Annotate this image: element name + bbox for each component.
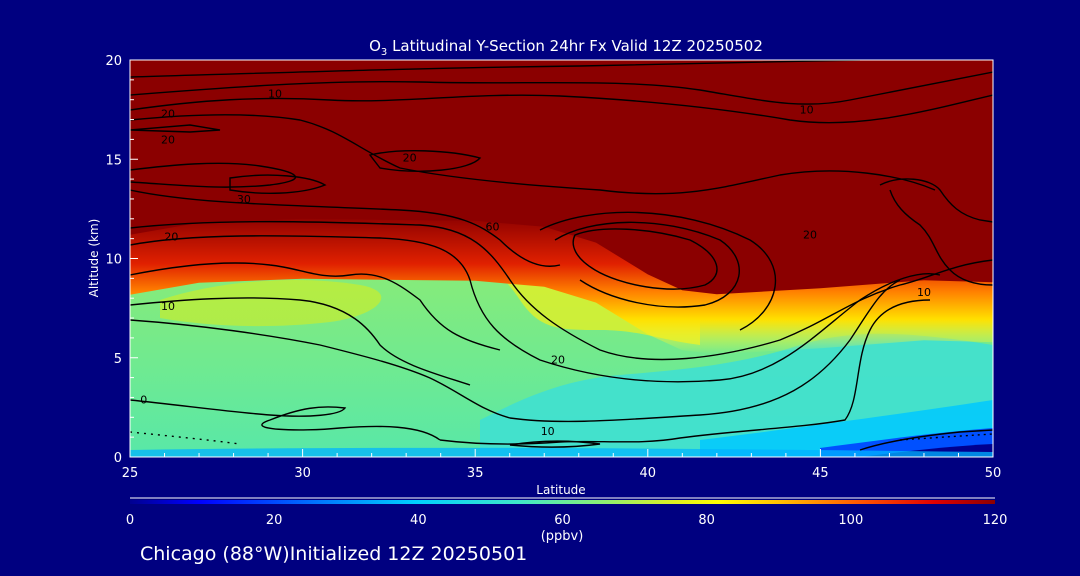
contour-line	[554, 221, 740, 308]
contour-line	[130, 60, 861, 78]
contour-label: 10	[161, 300, 175, 313]
contour-label: 20	[161, 108, 175, 121]
plot-area: 10 20 20 10 20 30 60 20 20 10 10 20 10 0	[130, 60, 993, 457]
tropopause-band	[130, 214, 993, 355]
x-tick-label: 40	[640, 466, 657, 481]
contour-label: 20	[803, 229, 817, 242]
colorbar-tick-label: 20	[266, 513, 283, 528]
contour-line	[879, 178, 993, 223]
contour-line	[509, 440, 601, 448]
contour-labels: 10 20 20 10 20 30 60 20 20 10 10 20 10 0	[140, 88, 931, 438]
contour-label: 10	[917, 286, 931, 299]
x-tick-label: 45	[812, 466, 829, 481]
y-tick-label: 0	[114, 451, 122, 466]
colorbar-ticks: 0 20 40 60 80 100 120	[126, 513, 1008, 528]
y-axis: 0 5 10 15 20	[105, 54, 138, 466]
colorbar-tick-label: 120	[983, 513, 1008, 528]
contour-line	[130, 189, 561, 267]
contour-lines	[130, 60, 993, 451]
contour-label: 10	[541, 425, 555, 438]
contour-line	[859, 429, 993, 451]
y-tick-label: 15	[105, 153, 122, 168]
colorbar-tick-label: 60	[554, 513, 571, 528]
contour-line	[130, 162, 296, 188]
y-axis-label: Altitude (km)	[87, 219, 101, 298]
x-tick-label: 30	[294, 466, 311, 481]
contour-line	[130, 220, 993, 361]
surface-strip	[130, 447, 993, 457]
contour-line	[130, 297, 471, 386]
x-tick-label: 25	[122, 466, 139, 481]
contour-label: 0	[140, 393, 147, 406]
colorbar-tick-label: 100	[838, 513, 863, 528]
contour-label: 20	[164, 231, 178, 244]
contour-line	[229, 174, 327, 194]
contour-line	[130, 94, 993, 124]
x-tick-label: 50	[985, 466, 1002, 481]
colorbar-tick-label: 80	[698, 513, 715, 528]
contour-label: 20	[551, 354, 565, 367]
contour-label: 60	[485, 221, 499, 234]
contour-line	[539, 211, 777, 331]
y-tick-label: 20	[105, 54, 122, 69]
contour-label: 10	[800, 104, 814, 117]
contour-line	[130, 71, 993, 105]
contour-line	[130, 235, 941, 383]
contour-line	[130, 124, 221, 133]
x-axis-label: Latitude	[536, 483, 585, 497]
x-tick-label: 35	[467, 466, 484, 481]
colorbar-unit: (ppbv)	[541, 529, 584, 544]
contour-line	[572, 228, 718, 290]
colorbar-tick-label: 40	[410, 513, 427, 528]
footer-caption: Chicago (88°W)Initialized 12Z 20250501	[140, 543, 528, 565]
contour-line	[368, 150, 482, 172]
contour-line	[130, 114, 936, 195]
contour-line	[130, 262, 501, 351]
contour-line	[130, 399, 441, 441]
contour-line	[130, 279, 901, 423]
contour-line	[439, 299, 931, 445]
contour-label: 20	[161, 133, 175, 146]
contour-label: 10	[268, 88, 282, 101]
contour-label: 20	[403, 151, 417, 164]
y-tick-label: 10	[105, 253, 122, 268]
y-tick-label: 5	[114, 352, 122, 367]
midlevel-yellow-core	[160, 280, 382, 327]
x-axis: 25 30 35 40 45 50	[122, 449, 1002, 481]
contour-line	[889, 189, 993, 286]
colorbar	[130, 500, 995, 504]
contour-label: 30	[237, 193, 251, 206]
colorbar-tick-label: 0	[126, 513, 134, 528]
chart-title: O3 Latitudinal Y-Section 24hr Fx Valid 1…	[369, 37, 763, 58]
